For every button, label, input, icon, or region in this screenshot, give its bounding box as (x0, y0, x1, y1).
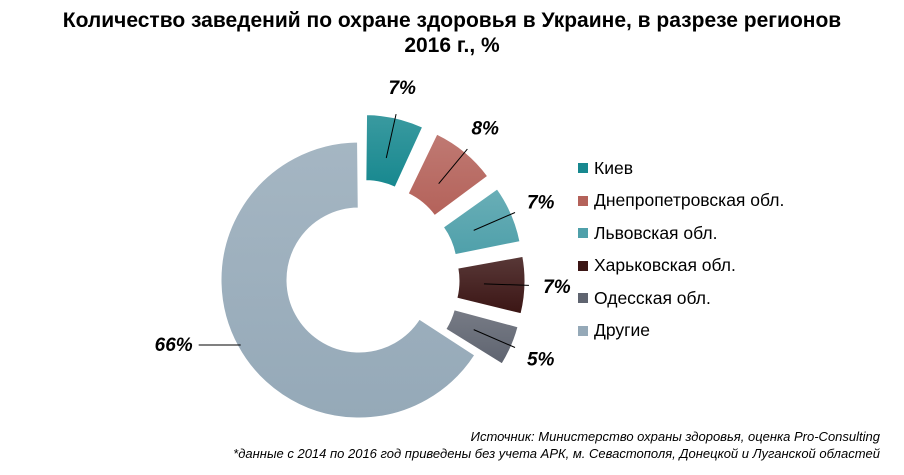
legend-swatch-2 (578, 195, 588, 206)
chart-title-line-2: 2016 г., % (404, 34, 500, 57)
legend-item-4: Харьковская обл. (578, 250, 784, 283)
legend-label-1: Киев (594, 157, 633, 178)
chart-title-line-1: Количество заведений по охране здоровья … (62, 9, 842, 32)
data-label-2: 8% (471, 118, 499, 139)
data-note: *данные с 2014 по 2016 год приведены без… (233, 446, 880, 461)
legend-item-2: Днепропетровская обл. (578, 185, 784, 218)
donut-slice-5 (445, 309, 519, 365)
donut-slice-2 (407, 133, 489, 217)
donut-slice-3 (442, 188, 521, 256)
legend-swatch-6 (578, 325, 588, 336)
legend-item-6: Другие (578, 315, 784, 348)
legend-swatch-1 (578, 163, 588, 174)
legend-item-5: Одесская обл. (578, 282, 784, 315)
leader-line-1 (385, 113, 397, 159)
legend-item-3: Львовская обл. (578, 217, 784, 250)
data-label-6: 66% (155, 335, 193, 356)
legend-label-4: Харьковская обл. (594, 255, 736, 276)
data-label-4: 7% (543, 277, 571, 298)
leader-line-4 (483, 283, 529, 286)
data-label-5: 5% (527, 350, 555, 371)
legend-label-2: Днепропетровская обл. (594, 190, 785, 211)
legend-swatch-5 (578, 293, 588, 304)
legend-label-3: Львовская обл. (594, 222, 718, 243)
donut-slice-1 (365, 114, 424, 188)
legend-item-1: Киев (578, 152, 784, 185)
legend-swatch-4 (578, 260, 588, 271)
chart-title: Количество заведений по охране здоровья … (0, 8, 904, 58)
legend-swatch-3 (578, 228, 588, 239)
donut-slice-6 (220, 141, 476, 419)
legend-label-5: Одесская обл. (594, 287, 711, 308)
chart-legend: Киев Днепропетровская обл. Львовская обл. Х… (578, 152, 784, 347)
leader-line-3 (473, 212, 516, 231)
legend-label-6: Другие (594, 320, 651, 341)
footnotes: Источник: Министерство охраны здоровья, … (233, 428, 880, 462)
leader-line-2 (438, 148, 468, 185)
donut-slice-4 (456, 255, 526, 315)
data-label-3: 7% (527, 192, 555, 213)
leader-line-5 (473, 329, 516, 348)
source-note: Источник: Министерство охраны здоровья, … (470, 429, 880, 444)
data-label-1: 7% (388, 78, 416, 99)
